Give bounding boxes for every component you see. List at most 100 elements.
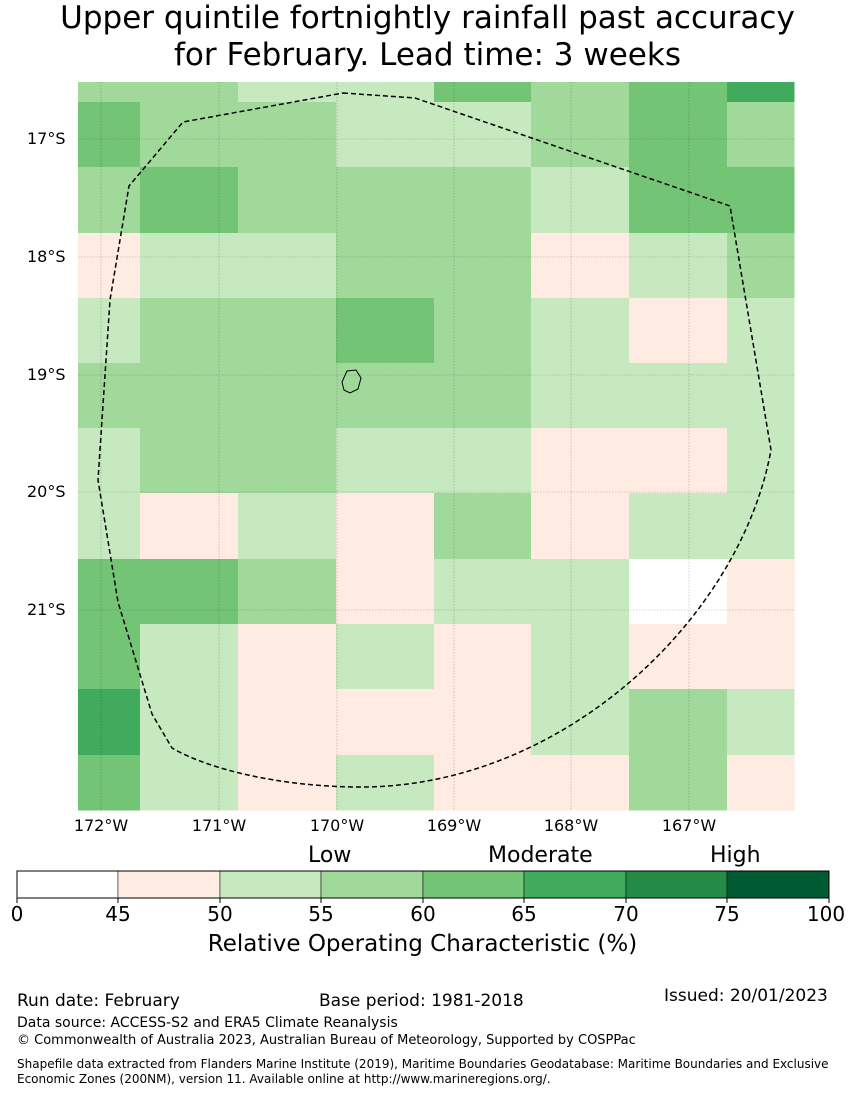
grid-cell: [78, 624, 141, 690]
grid-cell: [140, 428, 239, 494]
lon-label-168w: 168°W: [543, 816, 599, 835]
grid-cell: [434, 102, 532, 168]
grid-cell: [434, 755, 532, 811]
colorbar-swatch: [117, 870, 221, 899]
grid-cell: [727, 559, 795, 625]
grid-cell: [727, 167, 795, 234]
lat-label-17s: 17°S: [27, 129, 66, 148]
grid-cell: [531, 755, 630, 811]
data-source: Data source: ACCESS-S2 and ERA5 Climate …: [17, 1015, 398, 1031]
graticule: [78, 82, 794, 810]
colorbar-tick-60: 60: [410, 902, 436, 926]
grid-cell: [434, 428, 532, 494]
colorbar-title: Relative Operating Characteristic (%): [207, 931, 638, 957]
grid-cell: [434, 167, 532, 234]
colorbar-tick-45: 45: [105, 902, 131, 926]
grid-cell: [629, 82, 728, 103]
base-period: Base period: 1981-2018: [319, 991, 524, 1011]
lon-label-167w: 167°W: [661, 816, 717, 835]
colorbar-tick-75: 75: [714, 902, 740, 926]
colorbar-label-low: Low: [308, 843, 352, 868]
grid-cell: [434, 624, 532, 690]
grid-cell: [434, 298, 532, 364]
island-outline: [341, 369, 362, 394]
grid-cell: [531, 689, 630, 756]
grid-cell: [238, 167, 337, 234]
lon-label-171w: 171°W: [191, 816, 247, 835]
grid-cell: [140, 689, 239, 756]
grid-cell: [629, 559, 728, 625]
grid-cell: [78, 493, 141, 560]
grid-cell: [434, 559, 532, 625]
grid-cell: [531, 298, 630, 364]
colorbar-swatch: [422, 870, 525, 899]
grid-cell: [336, 755, 435, 811]
colorbar-tick-70: 70: [613, 902, 639, 926]
copyright: © Commonwealth of Australia 2023, Austra…: [17, 1033, 636, 1048]
colorbar-outline: [16, 870, 830, 899]
colorbar-tick-0: 0: [10, 902, 24, 926]
grid-cell: [78, 233, 141, 299]
grid-cell: [78, 363, 141, 429]
grid-cell: [531, 493, 630, 560]
grid-cell: [336, 559, 435, 625]
map-title: Upper quintile fortnightly rainfall past…: [0, 0, 855, 74]
grid-cell: [78, 82, 141, 103]
grid-cell: [78, 298, 141, 364]
colorbar-label-high: High: [710, 843, 761, 868]
grid-cell: [336, 167, 435, 234]
grid-cell: [531, 624, 630, 690]
grid-cell: [727, 624, 795, 690]
colorbar-tick-65: 65: [511, 902, 537, 926]
grid-cell: [78, 428, 141, 494]
lat-label-21s: 21°S: [27, 600, 66, 619]
lon-label-170w: 170°W: [309, 816, 365, 835]
colorbar: [16, 870, 830, 903]
eez-boundary: [97, 92, 772, 788]
grid-cell: [531, 82, 630, 103]
lat-label-19s: 19°S: [27, 365, 66, 384]
run-date: Run date: February: [17, 991, 180, 1011]
grid-cell: [434, 233, 532, 299]
grid-cell: [140, 82, 239, 103]
grid-cell: [238, 82, 337, 103]
grid-cell: [629, 689, 728, 756]
shapefile-credit: Shapefile data extracted from Flanders M…: [17, 1057, 829, 1086]
grid-cell: [238, 363, 337, 429]
grid-cell: [629, 428, 728, 494]
grid-cell: [629, 102, 728, 168]
grid-cell: [531, 102, 630, 168]
grid-cell: [727, 102, 795, 168]
grid-cell: [434, 493, 532, 560]
grid-cell: [238, 624, 337, 690]
grid-cell: [336, 689, 435, 756]
colorbar-tick-55: 55: [308, 902, 334, 926]
grid-cell: [238, 559, 337, 625]
grid-cell: [238, 233, 337, 299]
accuracy-grid: [78, 82, 795, 811]
grid-cell: [336, 298, 435, 364]
grid-cell: [238, 298, 337, 364]
colorbar-label-moderate: Moderate: [488, 843, 593, 868]
grid-cell: [336, 428, 435, 494]
grid-cell: [434, 82, 532, 103]
grid-cell: [336, 233, 435, 299]
grid-cell: [140, 233, 239, 299]
grid-cell: [727, 493, 795, 560]
grid-cell: [238, 689, 337, 756]
grid-cell: [727, 428, 795, 494]
grid-cell: [629, 298, 728, 364]
grid-cell: [629, 363, 728, 429]
grid-cell: [727, 298, 795, 364]
grid-cell: [78, 689, 141, 756]
grid-cell: [140, 624, 239, 690]
colorbar-swatch: [625, 870, 728, 899]
grid-cell: [629, 624, 728, 690]
lat-label-18s: 18°S: [27, 247, 66, 266]
grid-cell: [727, 689, 795, 756]
grid-cell: [336, 624, 435, 690]
lat-label-20s: 20°S: [27, 482, 66, 501]
grid-cell: [531, 233, 630, 299]
grid-cell: [140, 493, 239, 560]
